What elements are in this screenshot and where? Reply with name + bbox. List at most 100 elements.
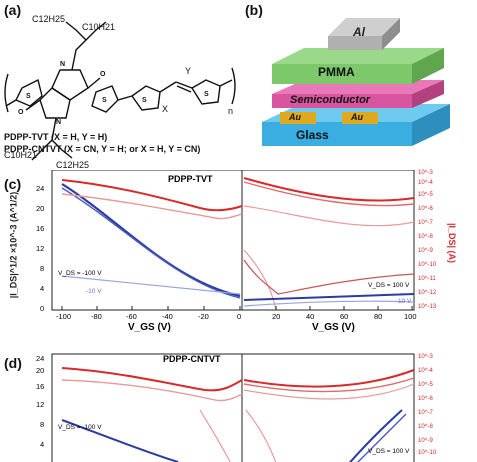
chart-c-xtick: 40 xyxy=(306,312,315,321)
pmma-side xyxy=(412,48,444,84)
chart-d-right-ids-curve-2 xyxy=(243,377,415,393)
chart-d-annot-right-1: V_DS = 100 V xyxy=(368,448,410,455)
chart-c-xtick: -100 xyxy=(56,312,72,321)
chart-d-ytick-right: 10^-8 xyxy=(418,424,433,430)
chart-c-ytick-right: 10^-4 xyxy=(418,180,433,186)
chart-c-xtick: 60 xyxy=(340,312,349,321)
chart-c-right-ids-curve-light xyxy=(243,205,415,227)
chart-d-title: PDPP-CNTVT xyxy=(163,354,221,364)
chart-d-ytick-right: 10^-3 xyxy=(418,354,433,360)
au-right xyxy=(342,112,378,124)
chart-c-ytick-right: 10^-7 xyxy=(418,220,433,226)
chart-c-ytick-right: 10^-6 xyxy=(418,206,433,212)
chain-top-2: C10H21 xyxy=(82,22,116,32)
chart-d-dip-curve xyxy=(199,409,231,462)
glass-layer-side xyxy=(412,104,450,146)
chart-d-ids-curve-100v xyxy=(61,367,243,392)
chart-c-ytick-right: 10^-9 xyxy=(418,248,433,254)
chart-c-xtick: 100 xyxy=(404,312,417,321)
layer-label-pmma: PMMA xyxy=(318,65,355,79)
chart-d-right-frame xyxy=(241,353,415,462)
chart-d-ytick: 24 xyxy=(36,354,45,363)
panel-label-d: (d) xyxy=(4,355,22,371)
chart-c-sqrt-curve-10v xyxy=(61,275,241,295)
al-side xyxy=(382,18,400,50)
panel-label-c: (c) xyxy=(4,176,22,192)
chart-c-xtick: -80 xyxy=(91,312,102,321)
layer-label-au-left: Au xyxy=(289,112,301,122)
chain-bottom-2: C12H25 xyxy=(56,160,90,170)
svg-text:N: N xyxy=(56,119,61,126)
chart-d-ytick: 4 xyxy=(40,440,45,449)
chart-c-annot-right-1: V_DS = 100 V xyxy=(368,282,410,289)
svg-text:S: S xyxy=(204,91,209,98)
chart-c-xlabel-left: V_GS (V) xyxy=(128,322,171,333)
chart-d-right-dip-curve xyxy=(245,409,277,462)
chart-c-ytick: 20 xyxy=(36,204,45,213)
chart-d-right-sqrt-curve-2 xyxy=(357,413,407,462)
chart-d-ytick: 12 xyxy=(36,400,45,409)
chart-c-ytick: 4 xyxy=(40,284,45,293)
chart-c-ids-curve-100v xyxy=(61,179,243,212)
chart-c-xtick: -20 xyxy=(198,312,209,321)
svg-text:O: O xyxy=(18,109,24,116)
chart-c-annot-right-2: 10 V xyxy=(398,298,412,305)
chart-c-right-sqrt-curve xyxy=(243,293,415,301)
caption-cntvt: PDPP-CNTVT (X = CN, Y = H; or X = H, Y =… xyxy=(4,144,201,154)
chart-c-ids-curve-10v xyxy=(61,193,243,220)
chart-c-right-frame xyxy=(241,170,415,311)
svg-text:S: S xyxy=(102,97,107,104)
chart-c-annot-left-2: -10 V xyxy=(86,288,102,295)
chart-c-sqrt-curve-100v xyxy=(61,183,241,298)
chart-d-annot-left-1: V_DS = -100 V xyxy=(58,424,102,431)
svg-text:O: O xyxy=(100,71,106,78)
chart-c-right-sqrt-curve-10v xyxy=(243,300,415,307)
chart-c-ytick: 12 xyxy=(36,244,45,253)
layer-label-semiconductor: Semiconductor xyxy=(290,94,371,106)
chemical-structure: N N O O S S S S xyxy=(4,21,236,161)
chart-c-ytick: 16 xyxy=(36,224,45,233)
al-front xyxy=(328,36,382,50)
chart-d xyxy=(51,353,415,462)
chart-c-ylabel-right: |I_DS| (A) xyxy=(447,222,458,264)
panel-label-b: (b) xyxy=(245,2,263,18)
chart-c-right-ids-curve-100v-2 xyxy=(243,181,415,207)
chart-c-xtick: -40 xyxy=(162,312,173,321)
chart-d-right-ids-curve-100v xyxy=(243,369,415,388)
chart-c-ytick: 24 xyxy=(36,184,45,193)
chart-c-ytick-right: 10^-13 xyxy=(418,304,437,310)
chart-c-ytick-right: 10^-12 xyxy=(418,290,437,296)
chart-d-ytick-right: 10^-9 xyxy=(418,438,433,444)
chart-d-ytick: 8 xyxy=(40,420,45,429)
semiconductor-front xyxy=(272,94,412,108)
pmma-top xyxy=(272,48,444,64)
chart-d-ytick: 20 xyxy=(36,366,45,375)
chart-c-ytick-right: 10^-8 xyxy=(418,234,433,240)
layer-label-al: Al xyxy=(353,25,365,39)
chart-c-ytick-right: 10^-3 xyxy=(418,170,433,176)
chart-c-ytick: 0 xyxy=(40,304,45,313)
chart-d-ytick-right: 10^-5 xyxy=(418,382,433,388)
vinyl-x-label: X xyxy=(162,104,169,114)
chart-c-ytick: 8 xyxy=(40,264,45,273)
chart-d-sqrt-curve-100v xyxy=(61,419,179,462)
chart-c-xlabel-right: V_GS (V) xyxy=(312,322,355,333)
layer-label-au-right: Au xyxy=(351,112,363,122)
chart-c-ytick-right: 10^-10 xyxy=(418,262,437,268)
chart-c-right-ids-curve-100v xyxy=(243,177,415,202)
chart-c-right-dip-curve xyxy=(243,249,277,311)
svg-text:S: S xyxy=(142,97,147,104)
chart-c-ylabel-left: |I_DS|^1/2 ×10^-3 (A^1/2) xyxy=(8,191,19,299)
repeat-n-label: n xyxy=(228,106,234,116)
chart-d-ytick-right: 10^-10 xyxy=(418,450,437,456)
chart-d-ytick: 16 xyxy=(36,382,45,391)
svg-text:N: N xyxy=(60,61,65,68)
caption-tvt: PDPP-TVT (X = H, Y = H) xyxy=(4,132,108,142)
chain-top-1: C12H25 xyxy=(32,14,66,24)
al-top xyxy=(328,18,400,36)
chart-c xyxy=(51,170,415,311)
chart-c-annot-left-1: V_DS = -100 V xyxy=(58,270,102,277)
pmma-front xyxy=(272,64,412,84)
chart-d-ids-curve-light xyxy=(61,379,243,402)
chart-c-right-ids-curve-10v xyxy=(243,259,415,295)
